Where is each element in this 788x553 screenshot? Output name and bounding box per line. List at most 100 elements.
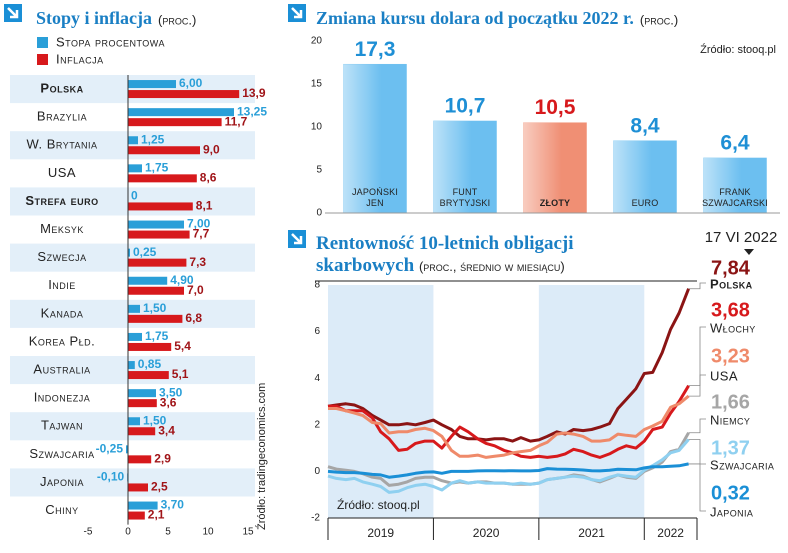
end-value-label: 0,32 — [711, 482, 750, 504]
value-label: 5,4 — [174, 339, 191, 353]
value-label: 2,1 — [148, 508, 165, 522]
series-line — [327, 462, 689, 479]
bar — [128, 108, 234, 117]
bar — [128, 146, 200, 155]
value-label: 6,8 — [185, 311, 202, 325]
category-label: Funt brytyjski — [439, 187, 491, 208]
category-label: Strefa euro — [25, 193, 98, 208]
category-label: Złoty — [539, 198, 571, 208]
row-band — [10, 468, 255, 497]
end-name-label: USA — [710, 368, 738, 383]
y-tick-label: 8 — [314, 280, 320, 291]
x-tick-label: 10 — [202, 527, 214, 538]
chart-subtitle: (proc.) — [158, 12, 196, 27]
category-label: Kanada — [41, 305, 84, 320]
value-label: 4,90 — [170, 273, 194, 287]
value-label: 0,85 — [138, 357, 162, 371]
value-label: 1,25 — [141, 132, 165, 146]
title-icon-arrow — [291, 7, 303, 19]
bar-shine — [523, 122, 587, 213]
bar — [128, 389, 156, 398]
bar — [128, 304, 140, 313]
title-icon-arrow — [291, 233, 303, 245]
y-tick-label: 15 — [311, 79, 323, 90]
value-label: 1,75 — [145, 161, 169, 175]
value-label: 7,7 — [193, 227, 210, 241]
row-band — [10, 131, 255, 160]
value-label: 7,3 — [189, 255, 206, 269]
category-label: W. Brytania — [26, 137, 97, 152]
source: Źródło: stooq.pl — [337, 497, 420, 512]
legend-label: Inflacja — [56, 51, 104, 66]
bar — [128, 118, 222, 127]
source: Źródło: stooq.pl — [700, 43, 776, 56]
source: Źródło: tradingeconomics.com — [255, 383, 268, 530]
value-label: 2,9 — [154, 452, 171, 466]
x-tick-label: -5 — [84, 527, 93, 538]
value-label: -0,25 — [96, 442, 124, 456]
value-label: 8,1 — [196, 199, 213, 213]
y-tick-label: 0 — [314, 466, 320, 477]
y-tick-label: 5 — [316, 165, 322, 176]
end-value-label: 1,37 — [711, 437, 750, 459]
category-label: Australia — [33, 361, 90, 376]
x-tick-label: 0 — [125, 527, 131, 538]
x-tick-label: 2021 — [578, 526, 605, 540]
bar — [128, 220, 184, 229]
date-label: 17 VI 2022 — [705, 229, 778, 246]
category-label: Japoński jen — [351, 187, 399, 208]
value-label: 6,4 — [720, 132, 750, 155]
category-label: Meksyk — [40, 221, 84, 236]
row-band — [10, 75, 255, 104]
series-line — [327, 438, 690, 494]
end-value-label: 1,66 — [711, 391, 750, 413]
value-label: 0,25 — [133, 245, 157, 259]
value-label: 5,1 — [172, 367, 189, 381]
series-line — [327, 288, 690, 443]
bar — [128, 314, 183, 323]
bar — [128, 276, 168, 285]
value-label: 8,4 — [630, 114, 660, 137]
bar — [126, 445, 128, 454]
category-label: USA — [48, 165, 76, 180]
end-value-label: 3,23 — [711, 345, 750, 367]
bar — [128, 230, 190, 239]
bar — [128, 361, 135, 370]
y-tick-label: 4 — [314, 373, 320, 384]
bar — [128, 258, 187, 267]
value-label: 10,7 — [445, 95, 486, 118]
value-label: 13,25 — [237, 104, 267, 118]
end-name-label: Japonia — [710, 504, 753, 519]
series-line — [328, 384, 690, 459]
bar — [128, 342, 172, 351]
y-tick-label: -2 — [311, 513, 320, 524]
value-label: 9,0 — [203, 142, 220, 156]
label-connector — [688, 418, 706, 434]
category-label: Brazylia — [37, 109, 87, 124]
label-connector — [688, 439, 706, 465]
row-band — [10, 187, 255, 216]
bar — [128, 164, 142, 173]
bar — [128, 332, 142, 341]
y-tick-label: 6 — [314, 326, 320, 337]
value-label: 11,7 — [225, 114, 248, 128]
value-label: -0,10 — [97, 470, 125, 484]
end-name-label: Włochy — [710, 320, 756, 335]
row-band — [10, 356, 255, 385]
category-label: Polska — [40, 80, 83, 95]
value-label: 3,4 — [158, 423, 175, 437]
value-label: 3,6 — [160, 395, 177, 409]
value-label: 7,00 — [187, 217, 211, 231]
y-tick-label: 10 — [311, 122, 323, 133]
bar — [128, 399, 157, 408]
legend-swatch — [37, 54, 48, 65]
value-label: 1,75 — [145, 329, 169, 343]
date-marker — [744, 249, 754, 255]
value-label: 1,50 — [143, 413, 167, 427]
bar — [128, 202, 193, 211]
bar — [128, 501, 158, 510]
title-icon-arrow — [7, 7, 19, 19]
bar — [128, 286, 184, 295]
label-connector — [688, 463, 706, 512]
x-tick-label: 15 — [242, 527, 254, 538]
